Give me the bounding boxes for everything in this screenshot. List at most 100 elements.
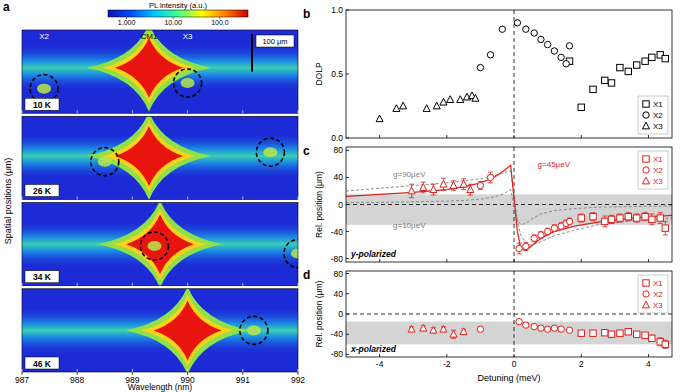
marker-square <box>625 213 631 219</box>
spot-glow <box>291 249 298 259</box>
y-tick <box>346 150 349 151</box>
legend-box <box>638 96 668 134</box>
y-tick <box>346 231 349 232</box>
marker-circle <box>523 243 529 249</box>
error-bar <box>658 213 663 224</box>
spot-glow <box>263 147 277 157</box>
y-tick-label: -40 <box>331 329 344 339</box>
marker-circle <box>566 43 572 49</box>
x-tick <box>446 354 447 357</box>
x-tick-label: -4 <box>376 359 384 369</box>
peak <box>115 126 183 186</box>
marker-triangle <box>420 184 427 191</box>
marker-circle <box>643 167 649 173</box>
model-curve <box>346 171 672 245</box>
subtitle: y-polarized <box>350 249 397 259</box>
x-tick <box>446 135 447 138</box>
reference-line <box>346 204 672 205</box>
colorbar <box>108 10 248 17</box>
peak-label: CM1 <box>141 32 158 41</box>
marker-circle <box>523 322 529 328</box>
y-tick <box>346 74 349 75</box>
marker-circle <box>477 326 483 332</box>
panel-scatter: 0.00.51.0DOLPbX1X2X3 <box>303 5 672 143</box>
error-cap <box>602 216 607 217</box>
plot-area <box>346 271 672 357</box>
x-tick <box>77 110 78 113</box>
error-cap <box>517 253 522 254</box>
spot-label: X3 <box>183 32 193 41</box>
marker-square <box>590 213 596 219</box>
marker-triangle <box>642 301 649 308</box>
temperature-box <box>25 357 59 369</box>
map-marks <box>22 203 298 286</box>
colorbar-title: PL intensity (a.u.) <box>149 1 208 10</box>
error-bar <box>478 182 483 190</box>
x-tick <box>581 135 582 138</box>
error-bar <box>579 214 584 222</box>
marker-circle <box>643 291 649 297</box>
marker-square <box>662 225 668 231</box>
error-bar <box>523 242 528 250</box>
error-bar <box>617 214 622 222</box>
temperature-label: 46 K <box>33 359 52 369</box>
error-bar <box>643 213 648 221</box>
x-tick <box>132 369 133 372</box>
x-tick-label: 988 <box>70 375 84 385</box>
y-tick <box>346 258 349 259</box>
marker-square <box>657 215 663 221</box>
x-tick <box>298 283 299 286</box>
error-cap <box>488 172 493 173</box>
error-cap <box>468 195 473 196</box>
error-bar <box>626 213 631 221</box>
map-background <box>22 289 298 372</box>
y-tick-label: 0 <box>338 309 343 319</box>
x-tick <box>132 110 133 113</box>
marker-circle <box>531 30 537 36</box>
legend-label: X3 <box>653 177 663 186</box>
subtitle: x-polarized <box>350 344 397 354</box>
x-tick <box>242 197 243 200</box>
marker-triangle <box>376 115 383 122</box>
error-bar <box>478 327 483 332</box>
legend: X1X2X3 <box>638 96 668 134</box>
y-axis-title: Spatial positions (μm) <box>3 158 13 245</box>
reference-line <box>346 314 672 315</box>
error-cap <box>643 220 648 221</box>
error-cap <box>626 220 631 221</box>
error-cap <box>478 181 483 182</box>
x-tick <box>242 110 243 113</box>
panel-label: b <box>303 7 310 21</box>
marker-triangle <box>420 324 427 331</box>
marker-circle <box>538 232 544 238</box>
marker-triangle <box>460 180 467 187</box>
peak-glow <box>142 294 234 366</box>
marker-circle <box>643 112 649 118</box>
error-cap <box>609 215 614 216</box>
error-bar <box>602 216 607 227</box>
error-cap <box>468 184 473 185</box>
x-tick <box>446 259 447 262</box>
marker-triangle <box>393 105 400 112</box>
marker-square <box>642 332 648 338</box>
x-tick <box>298 110 299 113</box>
error-bar <box>488 172 493 183</box>
marker-circle <box>551 325 557 331</box>
marker-square <box>590 330 596 336</box>
y-axis-title: Rel. position (μm) <box>314 171 324 238</box>
marker-triangle <box>642 122 649 129</box>
colorbar-tick-label: 100.0 <box>211 19 229 26</box>
x-tick <box>187 197 188 200</box>
marker-triangle <box>408 187 415 194</box>
x-tick <box>22 197 23 200</box>
error-bar <box>591 213 596 221</box>
error-cap <box>421 182 426 183</box>
y-tick-label: 1.0 <box>331 5 343 15</box>
error-bar <box>649 214 654 225</box>
marker-triangle <box>460 328 467 335</box>
reference-line <box>514 271 515 357</box>
y-tick <box>346 273 349 274</box>
x-axis-title: Detuning (meV) <box>477 373 540 383</box>
colorbar-tick-label: 1.000 <box>118 19 136 26</box>
marker-square <box>662 341 668 347</box>
